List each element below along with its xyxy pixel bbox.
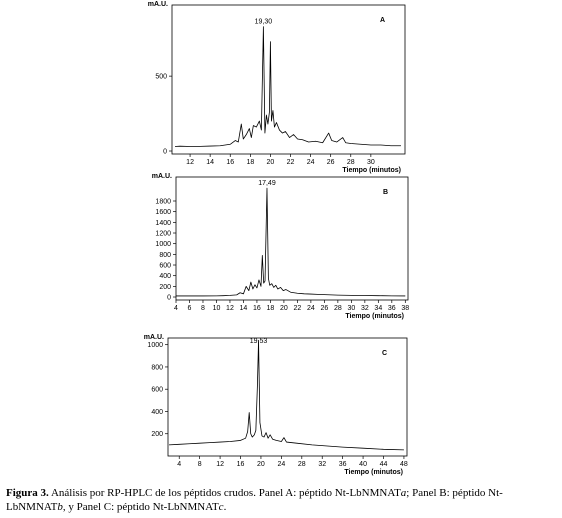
x-tick-label: 10 — [213, 305, 221, 312]
x-tick-label: 6 — [188, 305, 192, 312]
x-tick-label: 26 — [320, 305, 328, 312]
trace — [174, 26, 401, 147]
plot-frame — [175, 176, 409, 301]
x-tick-label: 16 — [253, 305, 261, 312]
x-tick-label: 14 — [206, 159, 214, 166]
x-tick-label: 38 — [401, 305, 409, 312]
y-tick-label: 600 — [151, 387, 163, 394]
x-axis-label: Tiempo (minutos) — [344, 469, 403, 476]
y-axis-label: mA.U. — [144, 334, 164, 341]
y-tick-label: 800 — [159, 252, 171, 259]
y-tick-label: 1000 — [155, 241, 171, 248]
x-tick-label: 48 — [400, 461, 408, 468]
x-tick-label: 8 — [198, 461, 202, 468]
x-tick-label: 16 — [237, 461, 245, 468]
x-tick-label: 12 — [216, 461, 224, 468]
figure: 12 14 16 18 20 22 24 26 28 30 0 500 mA.U. Tiempo (min… — [144, 1, 410, 476]
x-tick-label: 4 — [177, 461, 181, 468]
panel-label: C — [382, 350, 387, 357]
y-tick-label: 200 — [159, 284, 171, 291]
caption-part: b — [57, 501, 63, 513]
x-tick-label: 20 — [267, 159, 275, 166]
y-tick-label: 1200 — [155, 231, 171, 238]
trace — [176, 187, 406, 297]
x-tick-label: 34 — [374, 305, 382, 312]
x-tick-label: 30 — [367, 159, 375, 166]
x-axis-label: Tiempo (minutos) — [342, 167, 401, 174]
y-tick-label: 400 — [151, 409, 163, 416]
y-tick-label: 200 — [151, 431, 163, 438]
y-tick-label: 1800 — [155, 199, 171, 206]
x-tick-label: 12 — [186, 159, 194, 166]
peak-label: 17,49 — [258, 180, 276, 187]
peak-label: 19,30 — [255, 19, 273, 26]
y-tick-label: 400 — [159, 273, 171, 280]
y-tick-label: 800 — [151, 364, 163, 371]
y-axis-label: mA.U. — [148, 1, 168, 8]
x-tick-label: 28 — [298, 461, 306, 468]
x-tick-label: 24 — [307, 305, 315, 312]
x-tick-label: 16 — [226, 159, 234, 166]
x-tick-label: 40 — [359, 461, 367, 468]
x-tick-label: 36 — [339, 461, 347, 468]
x-tick-label: 24 — [277, 461, 285, 468]
peak-label: 19,53 — [250, 338, 268, 345]
panel-label: A — [380, 17, 385, 24]
x-tick-label: 32 — [361, 305, 369, 312]
x-axis-label: Tiempo (minutos) — [345, 313, 404, 320]
x-tick-label: 8 — [201, 305, 205, 312]
x-tick-label: 20 — [280, 305, 288, 312]
y-tick-label: 500 — [155, 74, 167, 81]
caption-part: , y Panel C: péptido Nt-LbNMNAT — [62, 501, 219, 513]
plot-frame — [167, 337, 408, 457]
y-tick-label: 1600 — [155, 209, 171, 216]
y-tick-label: 0 — [167, 295, 171, 302]
y-tick-label: 1000 — [147, 342, 163, 349]
panel-label: B — [383, 189, 388, 196]
caption-part: ; Panel B: péptido Nt-LbNMNAT — [6, 487, 503, 513]
x-tick-label: 14 — [240, 305, 248, 312]
y-tick-label: 0 — [163, 149, 167, 156]
y-tick-label: 600 — [159, 263, 171, 270]
x-tick-label: 36 — [388, 305, 396, 312]
caption-part: Análisis por RP-HPLC de los péptidos cru… — [50, 487, 401, 499]
x-tick-label: 30 — [347, 305, 355, 312]
x-tick-label: 20 — [257, 461, 265, 468]
plot-frame — [171, 4, 406, 155]
y-axis-label: mA.U. — [152, 173, 172, 180]
caption-part: . — [223, 501, 227, 513]
x-tick-label: 26 — [327, 159, 335, 166]
caption-part: a — [400, 487, 407, 499]
caption-label: Figura 3. — [6, 487, 49, 499]
x-tick-label: 32 — [318, 461, 326, 468]
x-tick-label: 22 — [287, 159, 295, 166]
x-tick-label: 28 — [334, 305, 342, 312]
x-tick-label: 22 — [293, 305, 301, 312]
trace — [168, 339, 404, 451]
caption-text: Análisis por RP-HPLC de los péptidos cru… — [6, 487, 503, 513]
y-tick-label: 1400 — [155, 220, 171, 227]
x-tick-label: 18 — [246, 159, 254, 166]
x-tick-label: 44 — [380, 461, 388, 468]
x-tick-label: 12 — [226, 305, 234, 312]
x-tick-label: 18 — [267, 305, 275, 312]
x-tick-label: 24 — [307, 159, 315, 166]
x-tick-label: 4 — [174, 305, 178, 312]
x-tick-label: 28 — [347, 159, 355, 166]
caption: Figura 3. Análisis por RP-HPLC de los pé… — [6, 486, 556, 514]
caption-part: c — [218, 501, 224, 513]
